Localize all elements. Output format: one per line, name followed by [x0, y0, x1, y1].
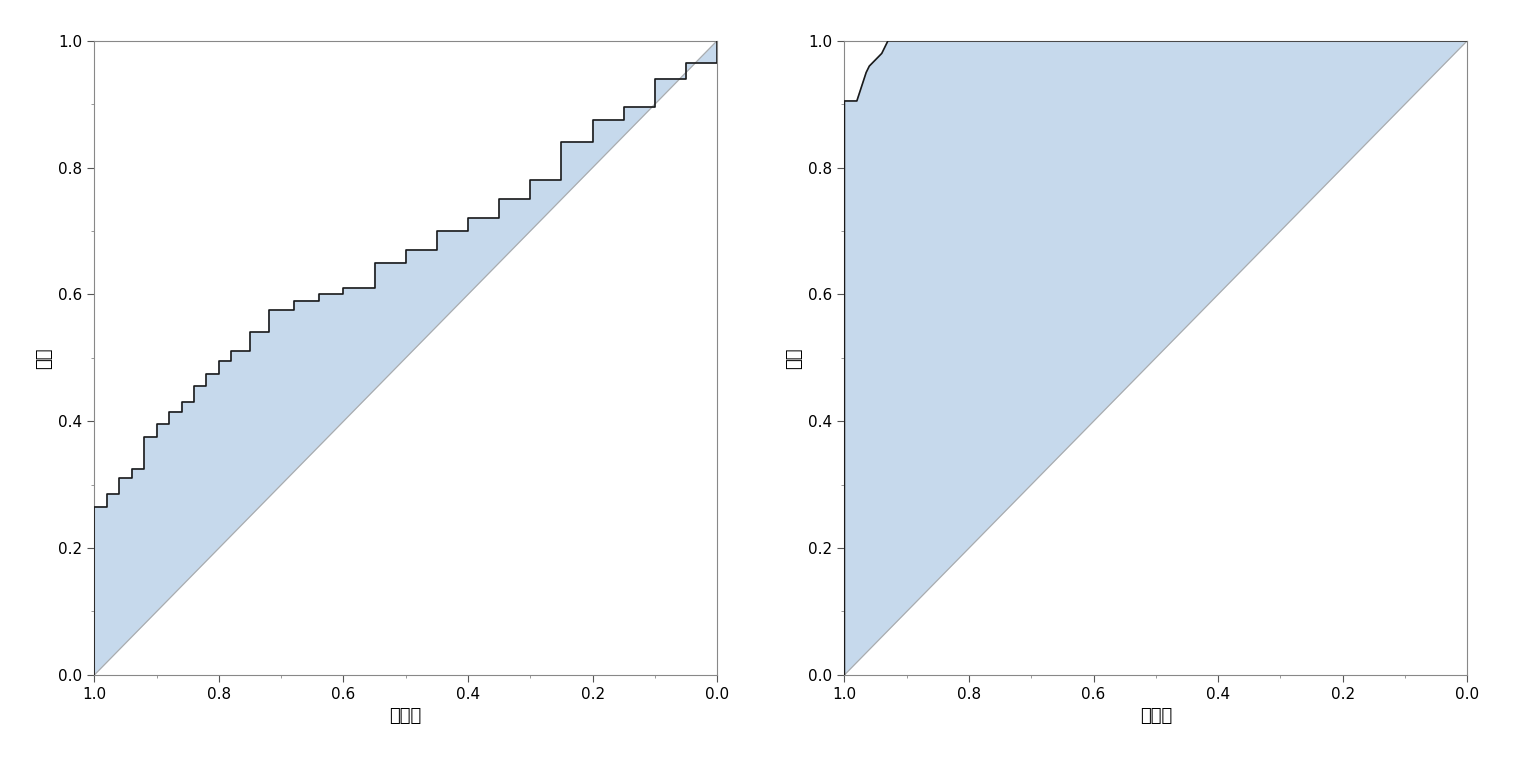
Y-axis label: 感度: 感度: [35, 347, 53, 369]
X-axis label: 特異度: 特異度: [1140, 708, 1172, 725]
Y-axis label: 感度: 感度: [784, 347, 802, 369]
Polygon shape: [94, 41, 718, 675]
Polygon shape: [845, 41, 1467, 675]
X-axis label: 特異度: 特異度: [389, 708, 422, 725]
